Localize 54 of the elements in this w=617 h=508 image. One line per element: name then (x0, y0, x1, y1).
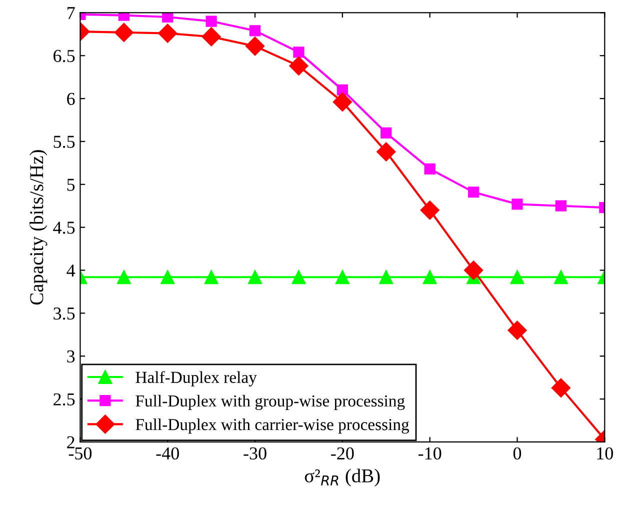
point (510, 270, 524, 284)
point (379, 270, 394, 284)
y-tick-label: 5 (67, 178, 75, 191)
y-tick-label: 2.5 (54, 393, 75, 406)
point (248, 270, 262, 284)
point (292, 270, 306, 284)
x-axis-title: σ²$_{RR}$ (dB) (304, 468, 380, 486)
legend-label: Full-Duplex with carrier-wise processing (136, 418, 410, 434)
point (555, 200, 567, 212)
legend-label: Half-Duplex relay (136, 371, 257, 386)
point (336, 84, 348, 96)
y-tick-label: 3 (67, 350, 75, 363)
y-tick-label: 4.5 (53, 222, 75, 234)
point (468, 186, 480, 198)
point (424, 163, 436, 175)
point (293, 46, 304, 58)
x-tick-label: -10 (418, 447, 442, 460)
y-tick-label: 4 (66, 264, 76, 277)
point (554, 270, 568, 284)
point (116, 270, 131, 284)
y-axis-title: Capacity (bits/s/Hz) (30, 150, 48, 305)
point (551, 378, 570, 398)
point (160, 270, 175, 284)
point (380, 127, 392, 138)
point (158, 24, 178, 43)
x-tick-label: 0 (513, 447, 522, 460)
point (114, 22, 134, 42)
point (508, 320, 527, 340)
x-tick-label: -20 (331, 447, 354, 460)
point (422, 270, 437, 284)
x-tick-label: -50 (68, 447, 92, 460)
point (335, 270, 350, 284)
y-tick-label: 6.5 (54, 50, 75, 62)
point (420, 200, 440, 220)
x-tick-label: -40 (156, 447, 179, 460)
y-tick-label: 6 (67, 92, 75, 105)
legend-label: Full-Duplex with group-wise processing (136, 394, 405, 410)
x-tick-label: 10 (597, 447, 613, 460)
point (512, 198, 523, 210)
x-tick-label: -30 (244, 447, 266, 460)
point (245, 36, 265, 56)
point (206, 16, 217, 27)
point (376, 142, 396, 162)
y-tick-label: 3.5 (54, 307, 75, 320)
y-tick-label: 5.5 (54, 136, 75, 148)
point (162, 12, 174, 23)
point (332, 92, 352, 112)
point (202, 27, 221, 46)
point (204, 270, 218, 284)
point (249, 25, 261, 36)
point (289, 56, 308, 76)
y-tick-label: 7 (68, 7, 75, 19)
point (464, 260, 484, 280)
y-tick-label: 2 (67, 436, 74, 448)
